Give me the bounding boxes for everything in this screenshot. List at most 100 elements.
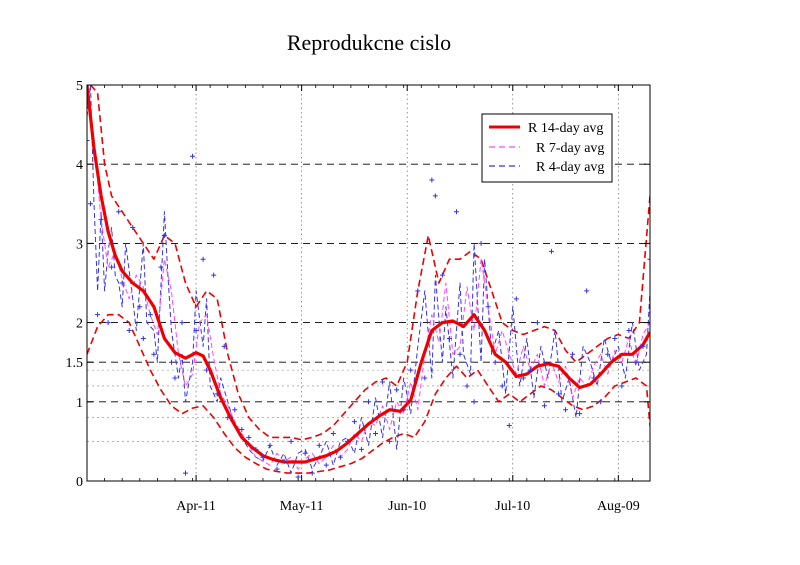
x-tick-label: Aug-09 [597, 499, 640, 514]
daily-point-marker [126, 328, 132, 334]
daily-point-marker [520, 375, 526, 381]
daily-point-marker [193, 328, 199, 334]
daily-point-marker [422, 375, 428, 381]
y-tick-label: 5 [76, 79, 83, 94]
daily-point-marker [168, 359, 174, 365]
daily-point-marker [478, 240, 484, 246]
daily-point-marker [109, 264, 115, 270]
daily-point-marker [302, 450, 308, 456]
marker-layer [87, 137, 650, 480]
daily-point-marker [151, 351, 157, 357]
daily-point-marker [95, 312, 101, 318]
daily-point-marker [633, 359, 639, 365]
daily-point-marker [598, 399, 604, 405]
daily-point-marker [626, 328, 632, 334]
daily-point-marker [464, 383, 470, 389]
daily-point-marker [214, 391, 220, 397]
daily-point-marker [337, 454, 343, 460]
daily-point-marker [130, 225, 136, 231]
daily-point-marker [260, 454, 266, 460]
daily-point-marker [492, 359, 498, 365]
daily-point-marker [446, 335, 452, 341]
daily-point-marker [204, 367, 210, 373]
x-tick-label: May-11 [280, 499, 324, 514]
daily-point-marker [584, 288, 590, 294]
daily-point-marker [373, 430, 379, 436]
chart-title: Reprodukcne cislo [287, 30, 451, 55]
daily-point-marker [394, 387, 400, 393]
daily-point-marker [647, 256, 650, 262]
daily-point-marker [366, 399, 371, 405]
daily-point-marker [570, 351, 576, 357]
daily-point-marker [605, 351, 611, 357]
plot-area [87, 85, 650, 480]
daily-point-marker [190, 153, 196, 159]
x-tick-label: Jul-10 [495, 499, 530, 514]
legend-label-r14: R 14-day avg [528, 121, 603, 136]
daily-point-marker [591, 375, 597, 381]
daily-point-marker [211, 272, 217, 278]
daily-point-marker [415, 288, 421, 294]
daily-point-marker [563, 407, 569, 413]
daily-point-marker [116, 209, 122, 215]
x-tick-label: Apr-11 [176, 499, 216, 514]
daily-point-marker [179, 320, 185, 326]
daily-point-marker [105, 320, 111, 326]
daily-point-marker [408, 367, 414, 373]
daily-point-marker [239, 427, 245, 433]
daily-point-marker [253, 446, 259, 452]
daily-point-marker [344, 438, 350, 444]
series-line-r14_lower [87, 313, 650, 474]
daily-point-marker [401, 407, 407, 413]
y-tick-label: 1.5 [66, 356, 84, 371]
daily-point-marker [499, 383, 505, 389]
daily-point-marker [612, 335, 618, 341]
daily-point-marker [137, 304, 143, 310]
daily-point-marker [351, 419, 357, 425]
legend-label-r7: R 7-day avg [536, 141, 604, 156]
daily-point-marker [161, 232, 167, 238]
daily-point-marker [158, 264, 164, 270]
series-line-r7 [87, 85, 650, 470]
legend-box [481, 113, 613, 183]
daily-point-marker [471, 399, 477, 405]
daily-point-marker [274, 466, 280, 472]
y-tick-label: 3 [76, 237, 83, 252]
daily-point-marker [457, 351, 463, 357]
daily-point-marker [548, 248, 554, 254]
daily-point-marker [281, 458, 287, 464]
daily-point-marker [288, 438, 294, 444]
daily-point-marker [246, 434, 252, 440]
daily-point-marker [200, 256, 206, 262]
daily-point-marker [119, 280, 125, 286]
daily-point-marker [439, 272, 445, 278]
daily-point-marker [358, 446, 364, 452]
daily-point-marker [172, 375, 178, 381]
daily-point-marker [619, 383, 625, 389]
daily-point-marker [225, 415, 231, 421]
daily-point-marker [380, 379, 386, 385]
daily-point-marker [527, 367, 533, 373]
daily-point-marker [432, 193, 438, 199]
daily-point-marker [323, 462, 329, 468]
x-tick-label: Jun-10 [388, 499, 426, 514]
daily-point-marker [221, 343, 227, 349]
series-layer [87, 85, 650, 474]
daily-point-marker [140, 335, 146, 341]
daily-point-marker [485, 304, 491, 310]
daily-point-marker [387, 438, 393, 444]
daily-point-marker [316, 442, 322, 448]
daily-point-marker [88, 201, 94, 207]
series-line-r14 [87, 85, 650, 464]
daily-point-marker [541, 403, 547, 409]
daily-point-marker [147, 312, 153, 318]
daily-point-marker [183, 470, 189, 476]
daily-point-marker [506, 423, 512, 429]
daily-point-marker [267, 442, 273, 448]
daily-point-marker [640, 343, 646, 349]
daily-point-marker [98, 217, 104, 223]
daily-point-marker [309, 470, 315, 476]
series-line-r4 [87, 85, 650, 474]
y-tick-label: 2 [76, 317, 83, 332]
